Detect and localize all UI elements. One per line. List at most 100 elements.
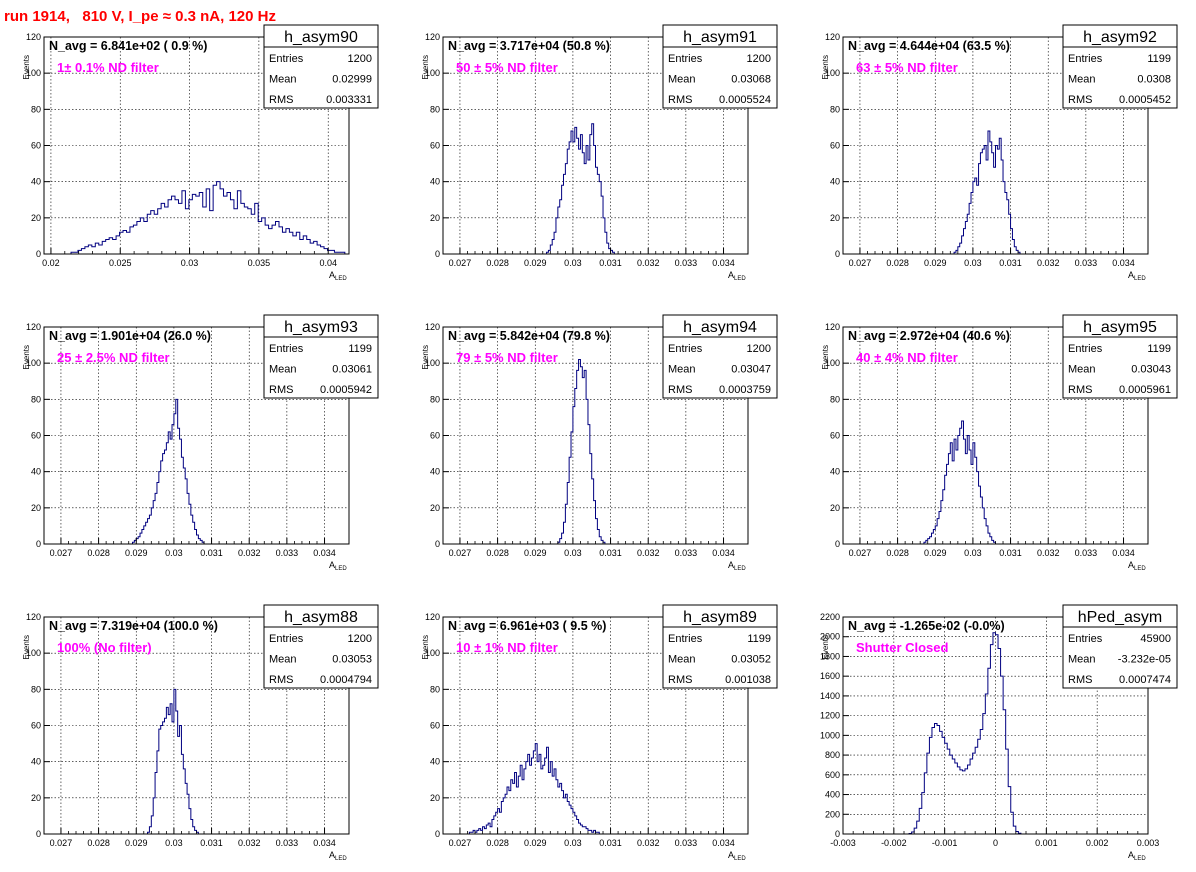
stats-value-entries: 1200 xyxy=(747,343,771,355)
x-tick-label: 0.027 xyxy=(50,838,73,848)
filter-annotation: Shutter Closed xyxy=(856,640,949,655)
histogram-panel-h_asym95: 0.027 0.028 0.029 0.03 0.031 0.032 0.033 0.034 0… xyxy=(821,314,1178,572)
stats-label-entries: Entries xyxy=(668,343,703,355)
y-tick-label: 60 xyxy=(31,721,41,731)
stats-box xyxy=(662,46,778,109)
y-tick-label: 100 xyxy=(825,358,840,368)
stats-label-rms: RMS xyxy=(269,674,293,686)
stats-box xyxy=(1062,46,1178,109)
stats-label-mean: Mean xyxy=(1068,364,1096,376)
y-tick-label: 20 xyxy=(31,503,41,513)
histogram-line xyxy=(923,420,996,544)
x-tick-label: 0.032 xyxy=(637,548,660,558)
y-tick-label: 20 xyxy=(430,503,440,513)
x-axis-label-subscript: LED xyxy=(734,856,746,862)
y-tick-label: 0 xyxy=(435,539,440,549)
x-tick-label: -0.001 xyxy=(932,838,958,848)
y-tick-label: 80 xyxy=(31,394,41,404)
x-tick-label: 0.032 xyxy=(238,838,261,848)
histogram-panel-h_asym94: 0.027 0.028 0.029 0.03 0.031 0.032 0.033 0.034 0… xyxy=(421,314,778,572)
navg-text: N_avg = 6.841e+02 ( 0.9 %) xyxy=(49,39,207,53)
y-axis-label: Events xyxy=(421,345,430,369)
y-tick-label: 120 xyxy=(26,322,41,332)
x-tick-label: 0.03 xyxy=(964,548,982,558)
x-tick-label: 0.033 xyxy=(675,838,698,848)
stats-value-entries: 1199 xyxy=(1147,343,1171,355)
y-tick-label: 60 xyxy=(31,431,41,441)
y-tick-label: 40 xyxy=(430,467,440,477)
stats-value-mean: 0.03068 xyxy=(731,74,771,86)
y-tick-label: 80 xyxy=(430,684,440,694)
y-axis-label: Events xyxy=(22,345,31,369)
x-tick-label: 0.033 xyxy=(1075,548,1098,558)
x-tick-label: 0.034 xyxy=(313,548,336,558)
x-tick-label: 0.02 xyxy=(42,258,60,268)
y-tick-label: 120 xyxy=(825,322,840,332)
x-axis-label-subscript: LED xyxy=(734,566,746,572)
stats-value-rms: 0.0005961 xyxy=(1119,384,1171,396)
histogram-line xyxy=(546,123,615,254)
x-axis-label-subscript: LED xyxy=(1134,566,1146,572)
y-tick-label: 0 xyxy=(835,539,840,549)
y-tick-label: 100 xyxy=(425,358,440,368)
x-axis-label: ALED xyxy=(1128,270,1146,282)
x-tick-label: 0.032 xyxy=(238,548,261,558)
y-tick-label: 80 xyxy=(31,684,41,694)
y-tick-label: 80 xyxy=(430,104,440,114)
histogram-line xyxy=(908,632,1022,835)
stats-label-entries: Entries xyxy=(269,343,304,355)
run-title: run 1914, 810 V, I_pe ≈ 0.3 nA, 120 Hz xyxy=(4,8,276,25)
x-axis-label: ALED xyxy=(728,560,746,572)
y-tick-label: 100 xyxy=(425,68,440,78)
y-tick-label: 40 xyxy=(830,177,840,187)
x-tick-label: 0.03 xyxy=(564,838,582,848)
stats-label-mean: Mean xyxy=(1068,654,1096,666)
stats-value-entries: 45900 xyxy=(1140,633,1171,645)
y-tick-label: 20 xyxy=(830,503,840,513)
x-tick-label: 0.034 xyxy=(712,548,735,558)
x-tick-label: 0.03 xyxy=(564,548,582,558)
x-tick-label: -0.002 xyxy=(881,838,907,848)
x-tick-label: 0.028 xyxy=(87,838,110,848)
x-tick-label: 0.029 xyxy=(524,258,547,268)
y-tick-label: 60 xyxy=(430,141,440,151)
x-axis-label: ALED xyxy=(728,850,746,862)
stats-label-mean: Mean xyxy=(269,364,297,376)
x-tick-label: 0.033 xyxy=(276,838,299,848)
x-axis-label: ALED xyxy=(728,270,746,282)
stats-value-entries: 1200 xyxy=(348,53,372,65)
histogram-panel-h_asym88: 0.027 0.028 0.029 0.03 0.031 0.032 0.033 0.034 0… xyxy=(22,604,379,862)
stats-value-rms: 0.0003759 xyxy=(719,384,771,396)
stats-value-rms: 0.0004794 xyxy=(320,674,372,686)
y-tick-label: 60 xyxy=(830,431,840,441)
stats-box xyxy=(263,46,379,109)
x-axis-label-subscript: LED xyxy=(1134,276,1146,282)
navg-text: N_avg = 7.319e+04 (100.0 %) xyxy=(49,619,218,633)
stats-label-rms: RMS xyxy=(1068,674,1092,686)
y-tick-label: 40 xyxy=(830,467,840,477)
y-tick-label: 200 xyxy=(825,809,840,819)
y-tick-label: 120 xyxy=(425,32,440,42)
x-tick-label: 0.04 xyxy=(319,258,337,268)
x-tick-label: 0.031 xyxy=(200,548,223,558)
stats-label-entries: Entries xyxy=(269,53,304,65)
filter-annotation: 25 ± 2.5% ND filter xyxy=(57,350,170,365)
stats-box xyxy=(1062,626,1178,689)
hist-title: h_asym91 xyxy=(683,29,757,46)
stats-value-mean: 0.02999 xyxy=(332,74,372,86)
y-axis-label: Events xyxy=(821,55,830,79)
stats-value-entries: 1199 xyxy=(1147,53,1171,65)
navg-text: N_avg = 5.842e+04 (79.8 %) xyxy=(448,329,610,343)
x-tick-label: 0.033 xyxy=(1075,258,1098,268)
hist-title: h_asym95 xyxy=(1083,319,1157,336)
y-tick-label: 2200 xyxy=(820,612,840,622)
stats-label-rms: RMS xyxy=(1068,384,1092,396)
y-tick-label: 20 xyxy=(31,793,41,803)
hist-title: h_asym92 xyxy=(1083,29,1157,46)
hist-title: h_asym90 xyxy=(284,29,358,46)
stats-box xyxy=(662,336,778,399)
stats-label-mean: Mean xyxy=(668,654,696,666)
histogram-line xyxy=(953,130,1021,254)
x-tick-label: 0.002 xyxy=(1086,838,1109,848)
stats-label-mean: Mean xyxy=(668,364,696,376)
